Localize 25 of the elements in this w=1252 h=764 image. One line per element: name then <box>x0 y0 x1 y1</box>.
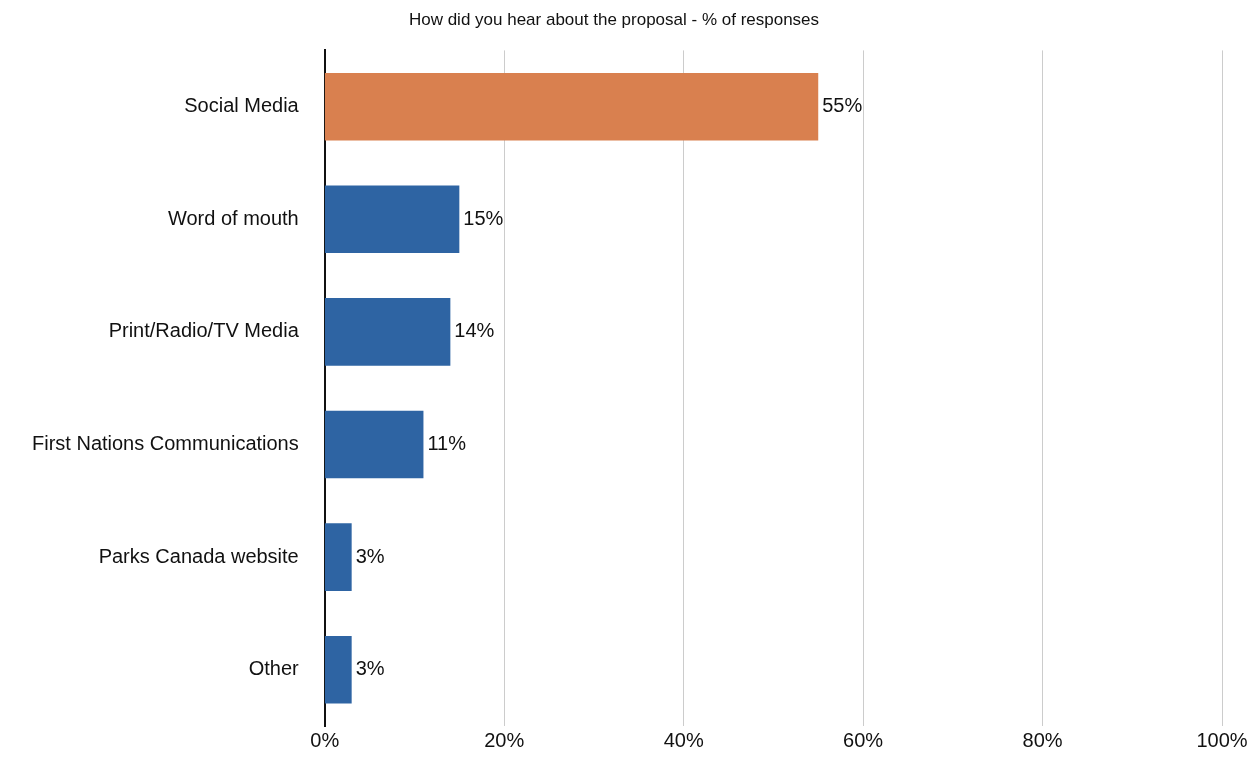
x-tick-label: 80% <box>1022 728 1063 751</box>
bar <box>324 410 424 479</box>
bar <box>324 185 460 254</box>
bar <box>324 523 352 591</box>
data-label: 15% <box>463 206 504 229</box>
x-tick-label: 100% <box>1196 728 1248 751</box>
y-tick-label: Print/Radio/TV Media <box>108 319 300 342</box>
x-tick-label: 0% <box>310 728 340 751</box>
y-tick-label: Social Media <box>184 94 300 117</box>
data-label: 3% <box>355 657 385 680</box>
y-tick-label: Word of mouth <box>167 206 299 229</box>
x-tick-label: 40% <box>663 728 704 751</box>
y-tick-label: First Nations Communications <box>32 432 299 455</box>
bar <box>324 72 819 141</box>
y-tick-label: Other <box>248 657 300 680</box>
bar <box>324 298 451 366</box>
x-tick-label: 20% <box>484 728 525 751</box>
data-label: 14% <box>454 319 495 342</box>
y-tick-label: Parks Canada website <box>98 544 299 567</box>
data-label: 11% <box>427 432 467 455</box>
bar <box>324 635 352 704</box>
x-tick-label: 60% <box>843 728 884 751</box>
chart-title: How did you hear about the proposal - % of responses <box>408 9 820 29</box>
data-label: 3% <box>355 544 385 567</box>
data-label: 55% <box>822 94 863 117</box>
